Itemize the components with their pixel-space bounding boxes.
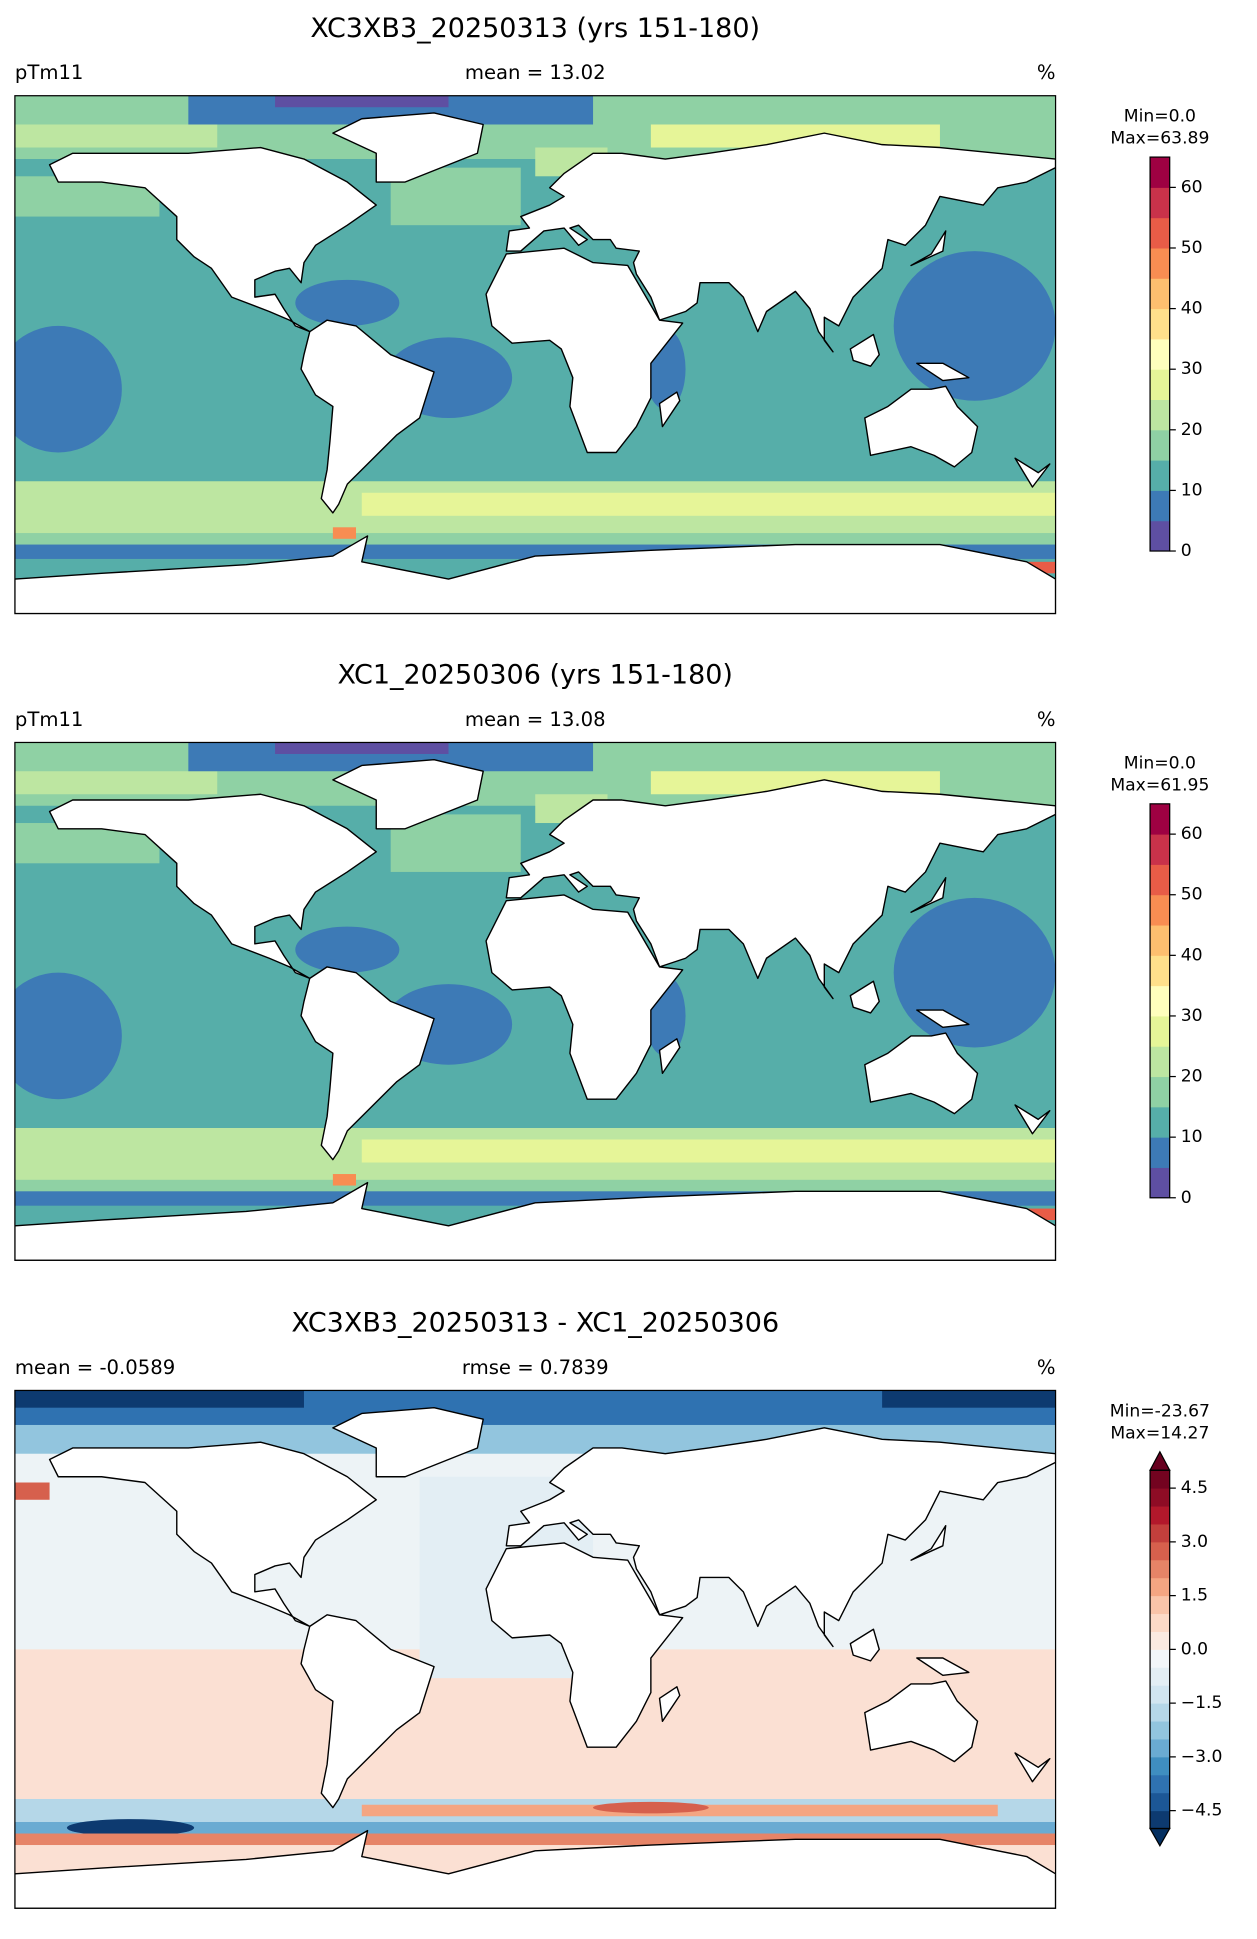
- colorbar-band: [1150, 1541, 1170, 1561]
- colorbar-band: [1150, 1810, 1170, 1830]
- colorbar-band: [1150, 369, 1170, 400]
- center-label: rmse = 0.7839: [462, 1356, 609, 1379]
- colorbar-band: [1150, 1046, 1170, 1078]
- colorbar-band: [1150, 894, 1170, 926]
- colorbar-tick-label: 3.0: [1181, 1532, 1208, 1552]
- colorbar-band: [1150, 217, 1170, 249]
- colorbar-extend: [1149, 1450, 1171, 1471]
- colorbar-band: [1150, 1721, 1170, 1740]
- colorbar-band: [1150, 460, 1170, 491]
- colorbar-band: [1150, 1106, 1170, 1138]
- colorbar-tick-label: 30: [1181, 359, 1203, 379]
- left-label: pTm11: [15, 708, 84, 731]
- colorbar-tick-label: 40: [1181, 945, 1203, 965]
- map-frame: [14, 95, 1057, 615]
- colorbar-band: [1150, 1167, 1170, 1199]
- map-frame: [14, 741, 1057, 1261]
- colorbar-band: [1150, 429, 1170, 461]
- colorbar-stat: Max=61.95: [1110, 775, 1209, 795]
- panel-title: XC1_20250306 (yrs 151-180): [338, 660, 733, 691]
- colorbar-tick-label: −1.5: [1181, 1693, 1223, 1713]
- colorbar-band: [1150, 1631, 1170, 1650]
- colorbar-band: [1150, 985, 1170, 1017]
- colorbar-tick-label: 20: [1181, 420, 1203, 440]
- colorbar-tick-label: 1.5: [1181, 1586, 1208, 1606]
- colorbar-stat: Min=0.0: [1124, 753, 1196, 773]
- colorbar-band: [1150, 1523, 1170, 1543]
- colorbar-tick-label: −3.0: [1181, 1747, 1223, 1767]
- colorbar-tick-label: −4.5: [1181, 1801, 1223, 1821]
- colorbar-tick-label: 0: [1181, 1188, 1192, 1208]
- colorbar-band: [1150, 399, 1170, 431]
- colorbar-frame: [1149, 803, 1171, 1199]
- colorbar-band: [1150, 803, 1170, 835]
- unit-label: %: [1037, 708, 1056, 731]
- colorbar-band: [1150, 1774, 1170, 1794]
- colorbar-band: [1150, 1685, 1170, 1704]
- unit-label: %: [1037, 1356, 1056, 1379]
- colorbar-tick-label: 30: [1181, 1006, 1203, 1026]
- colorbar-tick-label: 60: [1181, 824, 1203, 844]
- center-label: mean = 13.08: [465, 708, 606, 731]
- colorbar-band: [1150, 1792, 1170, 1812]
- colorbar-extend: [1149, 1827, 1171, 1847]
- colorbar-tick-label: 0: [1181, 541, 1192, 561]
- colorbar-band: [1150, 1015, 1170, 1047]
- colorbar-tick-label: 50: [1181, 885, 1203, 905]
- colorbar-band: [1150, 1738, 1170, 1758]
- panel-title: XC3XB3_20250313 (yrs 151-180): [310, 13, 760, 44]
- colorbar-band: [1150, 1559, 1170, 1579]
- map-frame: [14, 1389, 1057, 1909]
- colorbar-tick-label: 20: [1181, 1067, 1203, 1087]
- unit-label: %: [1037, 61, 1056, 84]
- colorbar-band: [1150, 1756, 1170, 1776]
- colorbar-band: [1150, 1667, 1170, 1686]
- colorbar-band: [1150, 338, 1170, 370]
- colorbar-stat: Min=-23.67: [1110, 1401, 1210, 1421]
- colorbar-frame: [1149, 156, 1171, 552]
- colorbar-band: [1150, 187, 1170, 219]
- left-label: pTm11: [15, 61, 84, 84]
- colorbar-stat: Max=14.27: [1110, 1423, 1209, 1443]
- colorbar-stat: Max=63.89: [1110, 129, 1209, 149]
- left-label: mean = -0.0589: [15, 1356, 175, 1379]
- panel-title: XC3XB3_20250313 - XC1_20250306: [291, 1308, 779, 1339]
- colorbar-tick-label: 10: [1181, 480, 1203, 500]
- colorbar-tick-label: 50: [1181, 238, 1203, 258]
- colorbar-band: [1150, 308, 1170, 340]
- colorbar-band: [1150, 864, 1170, 896]
- colorbar-band: [1150, 1137, 1170, 1168]
- colorbar-band: [1150, 1703, 1170, 1722]
- colorbar-tick-label: 4.5: [1181, 1478, 1208, 1498]
- colorbar-band: [1150, 157, 1170, 188]
- colorbar-band: [1150, 520, 1170, 552]
- colorbar-band: [1150, 834, 1170, 865]
- colorbar-band: [1150, 1577, 1170, 1597]
- colorbar-band: [1150, 955, 1170, 987]
- colorbar-stat: Min=0.0: [1124, 107, 1196, 127]
- colorbar-tick-label: 10: [1181, 1127, 1203, 1147]
- center-label: mean = 13.02: [465, 61, 606, 84]
- colorbar-tick-label: 40: [1181, 299, 1203, 319]
- colorbar-band: [1150, 1076, 1170, 1108]
- colorbar-band: [1150, 925, 1170, 956]
- colorbar-band: [1150, 1488, 1170, 1507]
- colorbar-band: [1150, 1649, 1170, 1668]
- colorbar-band: [1150, 247, 1170, 279]
- colorbar-band: [1150, 490, 1170, 522]
- colorbar-band: [1150, 1613, 1170, 1632]
- colorbar-band: [1150, 1595, 1170, 1615]
- colorbar-tick-label: 60: [1181, 177, 1203, 197]
- colorbar-tick-label: 0.0: [1181, 1639, 1208, 1659]
- colorbar-band: [1150, 278, 1170, 310]
- colorbar-band: [1150, 1506, 1170, 1525]
- colorbar-band: [1150, 1470, 1170, 1489]
